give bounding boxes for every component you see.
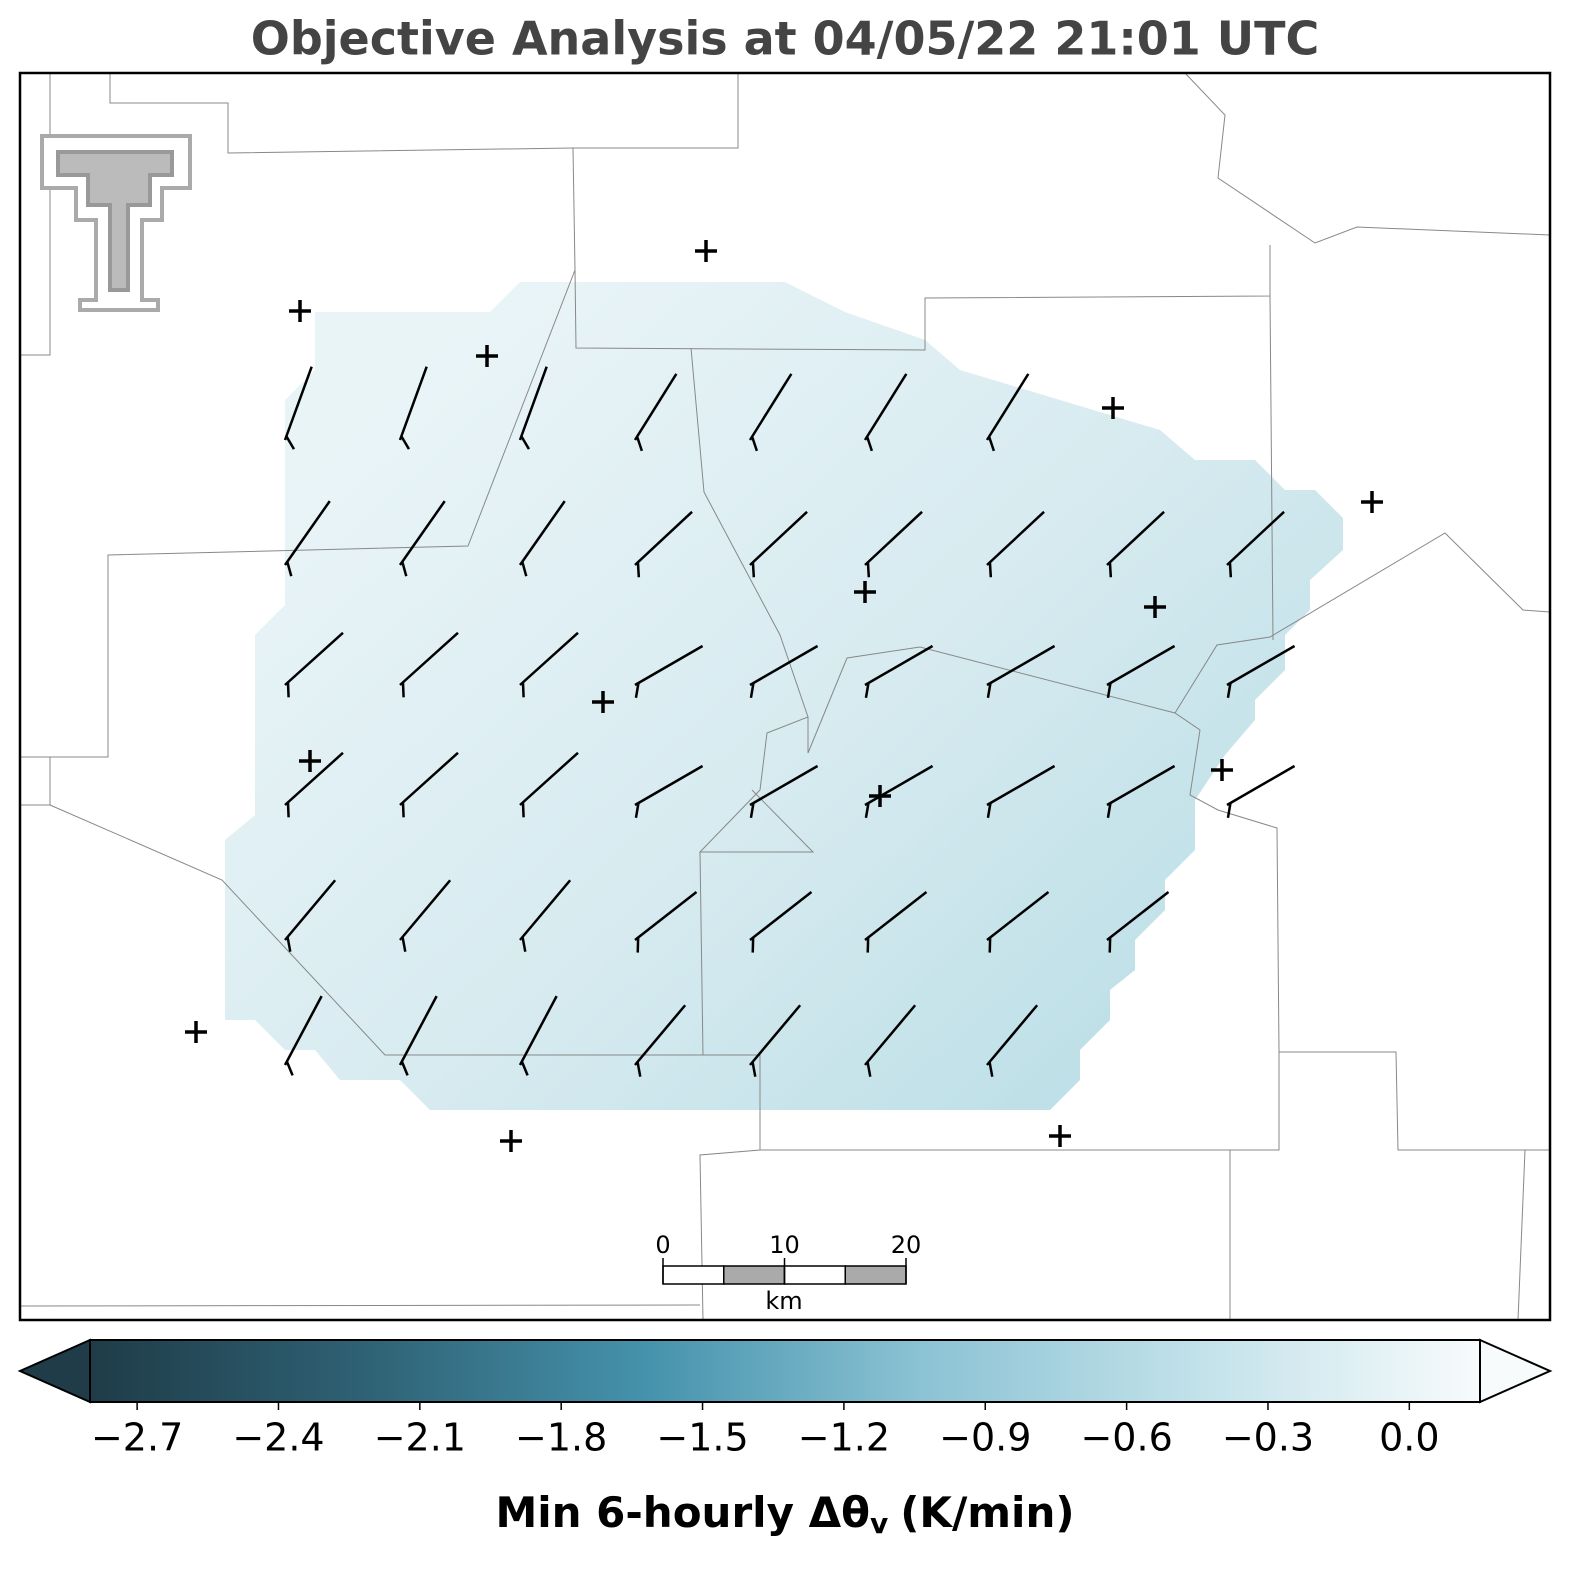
scale-tick-label: 20 (891, 1231, 922, 1259)
colorbar-extend-high (1480, 1340, 1550, 1402)
colorbar-tick-label: −2.7 (91, 1416, 183, 1460)
logo (42, 136, 190, 310)
colorbar-tick-label: −1.5 (656, 1416, 748, 1460)
colorbar-tick-label: −0.3 (1222, 1416, 1314, 1460)
map-area (20, 73, 1550, 1320)
station (185, 1021, 207, 1043)
scale-segment (845, 1266, 906, 1284)
colorbar-body (90, 1340, 1480, 1402)
scale-segment (663, 1266, 724, 1284)
scale-tick-label: 0 (655, 1231, 670, 1259)
scale-segment (724, 1266, 785, 1284)
scale-tick-label: 10 (769, 1231, 800, 1259)
colorbar-tick-label: 0.0 (1379, 1416, 1439, 1460)
station (1361, 491, 1383, 513)
barb-tick (403, 682, 404, 697)
colorbar: −2.7 −2.4 −2.1 −1.8 −1.5 −1.2 −0.9 −0.6 −0.3 0.0 (20, 1340, 1550, 1460)
barb-shaft (1227, 766, 1295, 805)
barb-tick (753, 562, 754, 577)
station (500, 1130, 522, 1152)
chart-title: Objective Analysis at 04/05/22 21:01 UTC (251, 12, 1320, 66)
colorbar-tick-label: −2.4 (232, 1416, 324, 1460)
colorbar-label: Min 6-hourly Δθv (K/min) (495, 1488, 1074, 1541)
station (695, 240, 717, 262)
barb-tick (523, 682, 524, 697)
barb-tick (523, 802, 524, 817)
label-text: Min 6-hourly Δθ (495, 1488, 870, 1537)
analysis-field (225, 282, 1343, 1110)
scale-segment (785, 1266, 846, 1284)
colorbar-extend-low (20, 1340, 90, 1402)
scale-unit: km (765, 1287, 802, 1315)
barb-tick (1230, 562, 1231, 577)
scale-bar: km 0 10 20 (655, 1231, 921, 1315)
barb-tick (868, 562, 869, 577)
barb-tick (403, 802, 404, 817)
colorbar-tick-label: −1.8 (515, 1416, 607, 1460)
colorbar-tick-label: −0.6 (1080, 1416, 1172, 1460)
barb-tick (638, 562, 639, 577)
barb-tick (1110, 562, 1111, 577)
label-units: (K/min) (900, 1488, 1074, 1537)
station (289, 300, 311, 322)
colorbar-tick-label: −0.9 (939, 1416, 1031, 1460)
barb-tick (288, 802, 289, 817)
label-subscript: v (870, 1507, 888, 1540)
colorbar-tick-label: −2.1 (374, 1416, 466, 1460)
station (1049, 1125, 1071, 1147)
colorbar-tick-label: −1.2 (798, 1416, 890, 1460)
barb-tick (288, 682, 289, 697)
barb-tick (287, 1061, 293, 1075)
barb-tick (990, 562, 991, 577)
